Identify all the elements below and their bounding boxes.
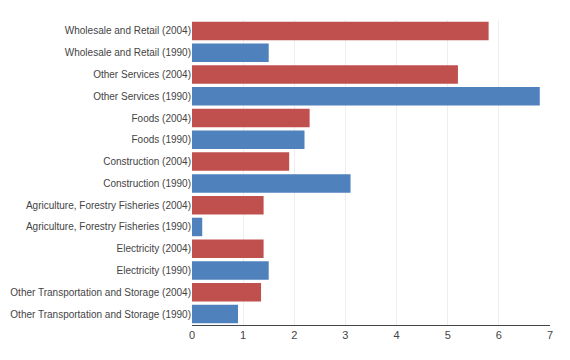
svg-text:Construction (1990): Construction (1990) bbox=[103, 178, 191, 189]
svg-text:Electricity (1990): Electricity (1990) bbox=[117, 265, 191, 276]
svg-text:0: 0 bbox=[189, 329, 195, 341]
svg-text:2: 2 bbox=[291, 329, 297, 341]
svg-text:Wholesale and Retail (1990): Wholesale and Retail (1990) bbox=[65, 47, 191, 58]
svg-text:Other Transportation and Stora: Other Transportation and Storage (1990) bbox=[10, 309, 191, 320]
svg-text:Foods (2004): Foods (2004) bbox=[132, 113, 191, 124]
svg-text:Wholesale and Retail (2004): Wholesale and Retail (2004) bbox=[65, 25, 191, 36]
svg-text:Construction (2004): Construction (2004) bbox=[103, 156, 191, 167]
svg-text:1: 1 bbox=[240, 329, 246, 341]
svg-text:Agriculture, Forestry Fisherie: Agriculture, Forestry Fisheries (1990) bbox=[26, 221, 191, 232]
svg-text:Other Services (1990): Other Services (1990) bbox=[93, 91, 191, 102]
svg-text:Other Transportation and Stora: Other Transportation and Storage (2004) bbox=[10, 287, 191, 298]
svg-text:Other Services (2004): Other Services (2004) bbox=[93, 69, 191, 80]
svg-text:Electricity (2004): Electricity (2004) bbox=[117, 243, 191, 254]
svg-text:Foods (1990): Foods (1990) bbox=[132, 134, 191, 145]
svg-text:4: 4 bbox=[394, 329, 400, 341]
svg-text:6: 6 bbox=[496, 329, 502, 341]
svg-text:3: 3 bbox=[342, 329, 348, 341]
svg-text:5: 5 bbox=[445, 329, 451, 341]
svg-text:Agriculture, Forestry Fisherie: Agriculture, Forestry Fisheries (2004) bbox=[26, 200, 191, 211]
svg-text:7: 7 bbox=[547, 329, 553, 341]
